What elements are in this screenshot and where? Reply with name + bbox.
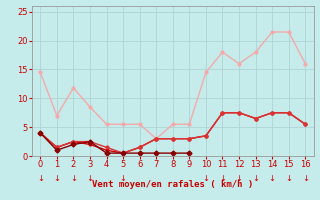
Text: ↓: ↓ — [120, 174, 127, 183]
Text: ↓: ↓ — [252, 174, 259, 183]
Text: ↓: ↓ — [269, 174, 276, 183]
Text: ↓: ↓ — [285, 174, 292, 183]
Text: ↓: ↓ — [37, 174, 44, 183]
Text: ↓: ↓ — [86, 174, 93, 183]
Text: ↓: ↓ — [302, 174, 309, 183]
Text: ↓: ↓ — [236, 174, 243, 183]
Text: ↓: ↓ — [203, 174, 209, 183]
X-axis label: Vent moyen/en rafales ( km/h ): Vent moyen/en rafales ( km/h ) — [92, 180, 253, 189]
Text: ↓: ↓ — [53, 174, 60, 183]
Text: ↓: ↓ — [70, 174, 77, 183]
Text: ↓: ↓ — [219, 174, 226, 183]
